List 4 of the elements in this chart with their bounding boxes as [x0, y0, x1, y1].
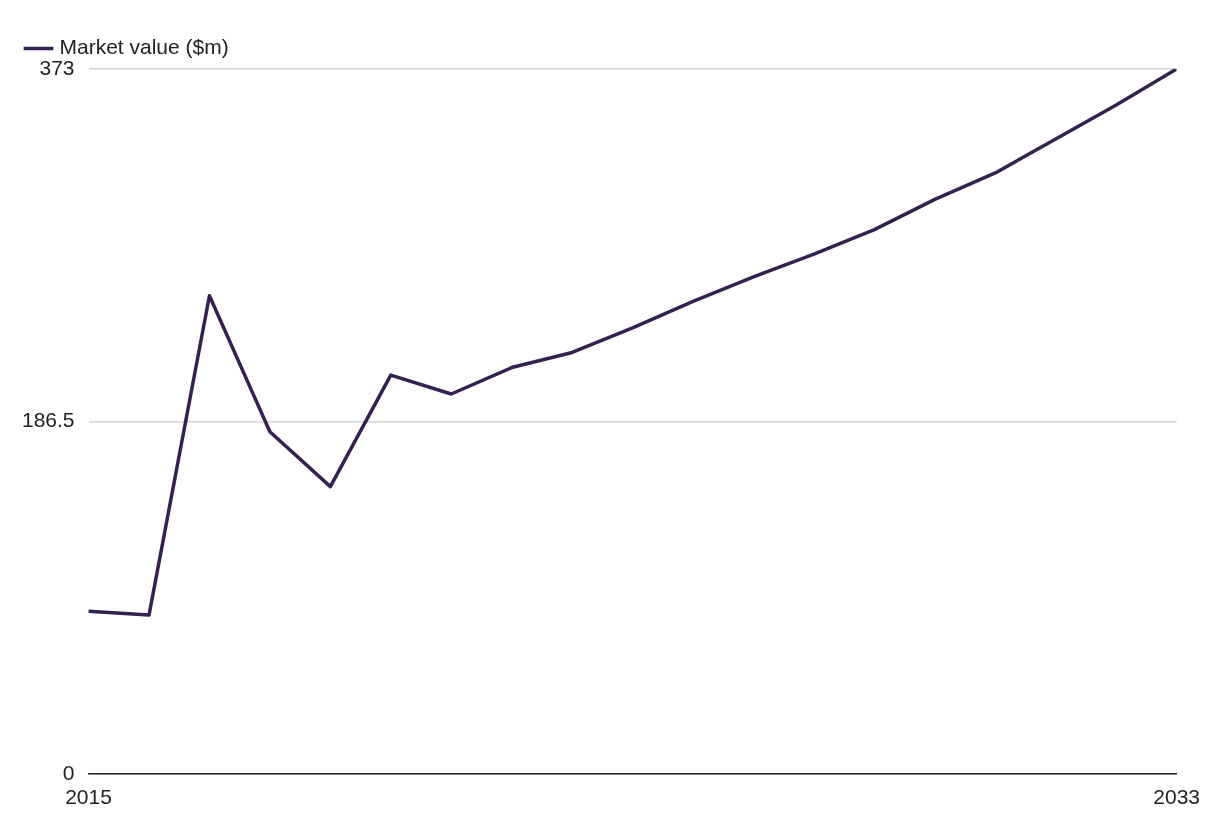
x-tick-label: 2033	[1153, 785, 1200, 809]
x-tick-label: 2015	[65, 785, 112, 809]
y-tick-label: 186.5	[21, 408, 75, 432]
y-tick-label: 0	[62, 760, 75, 784]
